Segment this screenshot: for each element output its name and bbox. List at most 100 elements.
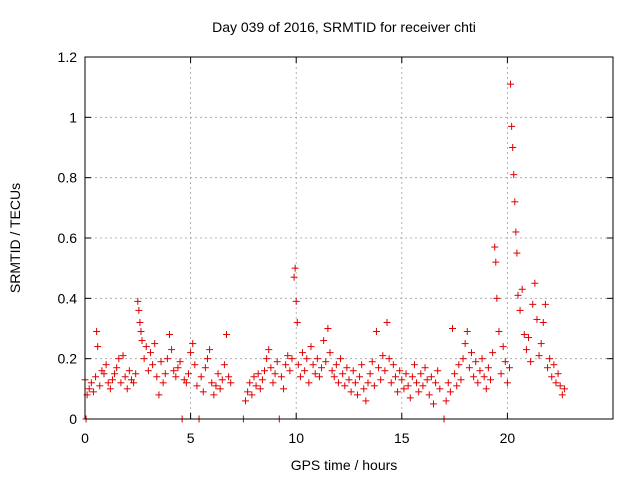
data-point	[478, 355, 486, 363]
data-point	[506, 364, 514, 372]
data-point	[130, 379, 138, 387]
data-point	[271, 370, 279, 378]
data-point	[146, 349, 154, 357]
data-point	[351, 379, 359, 387]
data-point	[106, 385, 114, 393]
y-tick-label: 0.8	[58, 170, 78, 186]
data-point	[436, 385, 444, 393]
y-tick-label: 0	[69, 411, 77, 427]
data-point	[501, 358, 509, 366]
data-point	[396, 367, 404, 375]
data-point	[451, 370, 459, 378]
data-point	[284, 352, 292, 360]
data-point	[220, 361, 228, 369]
data-point	[132, 370, 140, 378]
data-point	[510, 171, 518, 179]
data-point	[495, 328, 503, 336]
data-point	[406, 394, 414, 402]
data-point	[400, 385, 408, 393]
data-point	[313, 355, 321, 363]
data-point	[280, 385, 288, 393]
data-point	[142, 343, 150, 351]
x-axis-label: GPS time / hours	[291, 457, 398, 473]
chart-title: Day 039 of 2016, SRMTID for receiver cht…	[212, 19, 476, 35]
y-axis-label: SRMTID / TECUs	[7, 183, 23, 293]
data-point	[269, 379, 277, 387]
y-tick-label: 1.2	[58, 49, 78, 65]
data-point	[347, 388, 355, 396]
data-point	[398, 376, 406, 384]
data-point	[413, 379, 421, 387]
data-point	[149, 361, 157, 369]
data-point	[201, 364, 209, 372]
data-point	[121, 373, 129, 381]
y-tick-label: 0.4	[58, 290, 78, 306]
data-point	[541, 300, 549, 308]
data-point	[421, 364, 429, 372]
data-point	[254, 370, 262, 378]
data-point	[117, 379, 125, 387]
data-point	[533, 315, 541, 323]
data-point	[372, 328, 380, 336]
data-point	[184, 370, 192, 378]
data-point	[144, 367, 152, 375]
data-point	[108, 376, 116, 384]
data-point	[558, 391, 566, 399]
data-point	[423, 376, 431, 384]
data-point	[246, 379, 254, 387]
data-point	[516, 306, 524, 314]
data-point	[104, 379, 112, 387]
data-point	[509, 144, 517, 151]
data-point	[358, 361, 366, 369]
data-point	[493, 294, 501, 302]
data-point	[303, 355, 311, 363]
data-point	[461, 340, 469, 348]
data-point	[318, 364, 326, 372]
data-point	[527, 358, 535, 366]
data-point	[499, 343, 507, 351]
data-point	[432, 379, 440, 387]
data-point	[136, 318, 144, 326]
data-point	[417, 370, 425, 378]
data-point	[193, 382, 201, 390]
data-point	[242, 397, 250, 405]
data-point	[425, 391, 433, 399]
data-point	[402, 370, 410, 378]
data-point	[465, 364, 473, 372]
data-point	[296, 373, 304, 381]
data-point	[199, 388, 207, 396]
data-point	[427, 373, 435, 381]
data-point	[324, 325, 332, 332]
data-point	[364, 379, 372, 387]
data-point	[387, 379, 395, 387]
data-point	[115, 355, 123, 363]
data-point	[404, 382, 412, 390]
data-point	[389, 361, 397, 369]
data-point	[514, 291, 522, 299]
data-point	[161, 370, 169, 378]
data-point	[311, 370, 319, 378]
data-point	[320, 337, 328, 345]
grid-layer	[85, 57, 613, 419]
data-point	[102, 361, 110, 369]
data-point	[288, 355, 296, 363]
y-tick-label: 0.6	[58, 230, 78, 246]
data-point	[455, 361, 463, 369]
data-point	[294, 361, 302, 369]
x-tick-label: 0	[81, 430, 89, 446]
data-point	[332, 361, 340, 369]
plot-frame	[84, 56, 614, 420]
data-points-layer	[81, 80, 568, 423]
data-point	[489, 349, 497, 357]
data-point	[539, 318, 547, 326]
data-point	[546, 355, 554, 363]
data-point	[305, 379, 313, 387]
data-point	[250, 373, 258, 381]
data-point	[309, 361, 317, 369]
data-point	[206, 346, 214, 354]
data-point	[391, 373, 399, 381]
data-point	[556, 382, 564, 390]
data-point	[307, 343, 315, 351]
data-point	[472, 358, 480, 366]
